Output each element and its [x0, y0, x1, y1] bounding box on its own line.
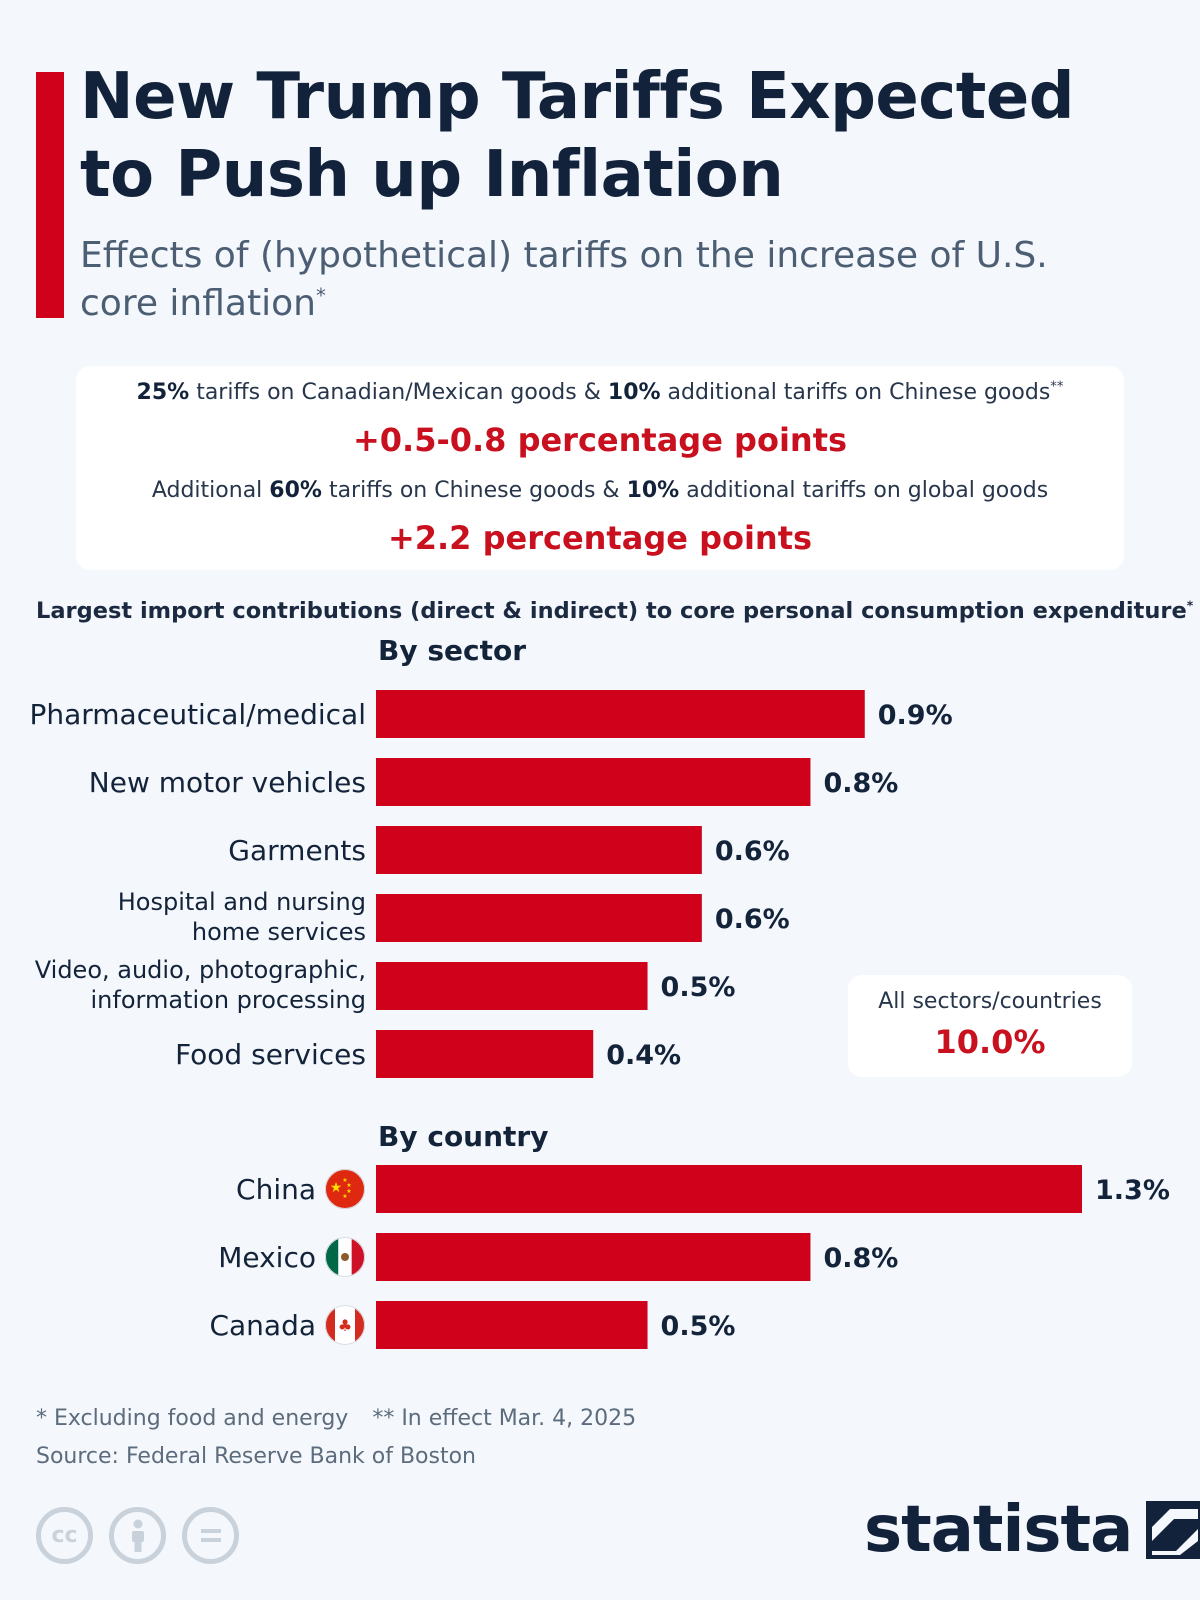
cc-icon[interactable]: cc [36, 1507, 93, 1564]
subtitle-footnote-mark: * [315, 284, 326, 307]
category-label-line: information processing [91, 986, 366, 1014]
scenario-2-part-1: 60% [269, 478, 322, 503]
scenario-1-part-3: additional tariffs on Chinese goods [660, 380, 1051, 405]
scenario-2-part-0: Additional [151, 478, 270, 503]
category-label: Canada [209, 1309, 316, 1342]
bar-country-2 [376, 1301, 648, 1349]
scenario-1-part-2: 10% [607, 380, 661, 405]
no-derivatives-icon[interactable] [182, 1507, 239, 1564]
scenario-2-part-4: additional tariffs on global goods [679, 478, 1049, 503]
category-label: Mexico [218, 1241, 316, 1274]
category-label: Garments [228, 834, 366, 867]
mexico-flag-icon [325, 1237, 365, 1277]
page-title: New Trump Tariffs Expected to Push up In… [80, 60, 1075, 212]
category-label-line: Video, audio, photographic, [35, 956, 366, 984]
scenario-2-part-3: 10% [626, 478, 680, 503]
svg-text:★: ★ [330, 1180, 343, 1196]
canada-flag-icon: ♣ [325, 1305, 365, 1345]
bar-sector-5 [376, 1030, 594, 1078]
section-title-text: Largest import contributions (direct & i… [36, 598, 1187, 624]
scenario-2-part-2: tariffs on Chinese goods & [321, 478, 627, 503]
bar-value-label: 0.8% [823, 768, 898, 799]
subtitle-text: Effects of (hypothetical) tariffs on the… [80, 235, 1048, 324]
page-subtitle: Effects of (hypothetical) tariffs on the… [80, 232, 1080, 328]
scenario-1-description: 25% tariffs on Canadian/Mexican goods & … [76, 378, 1124, 408]
category-label-line: Hospital and nursing [118, 888, 366, 916]
attribution-icon[interactable] [109, 1507, 166, 1564]
svg-text:♣: ♣ [338, 1316, 352, 1335]
license-icons: cc [36, 1507, 239, 1564]
source-line: Source: Federal Reserve Bank of Boston [36, 1444, 476, 1469]
section-footnote-mark: * [1186, 598, 1194, 613]
footnote-1: * Excluding food and energy [36, 1406, 349, 1431]
scenario-1-part-1: tariffs on Canadian/Mexican goods & [189, 380, 608, 405]
bar-value-label: 0.9% [878, 700, 953, 731]
footnote-row: * Excluding food and energy ** In effect … [36, 1400, 636, 1438]
sector-group-title: By sector [378, 634, 527, 667]
bar-country-1 [376, 1233, 811, 1281]
scenario-2-description: Additional 60% tariffs on Chinese goods … [76, 476, 1124, 506]
bar-sector-4 [376, 962, 648, 1010]
bar-value-label: 0.8% [823, 1243, 898, 1274]
bar-sector-2 [376, 826, 702, 874]
bar-value-label: 0.6% [715, 836, 790, 867]
category-label: Pharmaceutical/medical [29, 698, 366, 731]
svg-text:★: ★ [342, 1193, 347, 1200]
footnotes: * Excluding food and energy ** In effect … [36, 1400, 636, 1476]
country-group-title: By country [378, 1120, 549, 1153]
category-label: Food services [175, 1038, 366, 1071]
category-label: New motor vehicles [89, 766, 366, 799]
footnote-2: ** In effect Mar. 4, 2025 [372, 1406, 637, 1431]
bar-value-label: 0.5% [661, 1311, 736, 1342]
equals-glyph [200, 1528, 221, 1542]
total-box: All sectors/countries 10.0% [848, 975, 1132, 1077]
bar-value-label: 1.3% [1095, 1175, 1170, 1206]
scenario-1-footnote-mark: ** [1050, 379, 1064, 395]
bar-value-label: 0.4% [606, 1040, 681, 1071]
total-value: 10.0% [934, 1023, 1046, 1061]
bar-country-0 [376, 1165, 1082, 1213]
svg-text:★: ★ [346, 1182, 351, 1189]
bar-value-label: 0.6% [715, 904, 790, 935]
logo-mark-icon [1146, 1501, 1200, 1559]
scenario-1-part-0: 25% [136, 380, 190, 405]
svg-text:★: ★ [342, 1177, 347, 1184]
bar-sector-0 [376, 690, 865, 738]
total-label: All sectors/countries [878, 989, 1102, 1014]
title-accent-bar [36, 72, 64, 318]
section-title: Largest import contributions (direct & i… [36, 596, 1193, 626]
statista-logo[interactable]: statista [864, 1494, 1200, 1566]
category-label-line: home services [192, 918, 366, 946]
person-glyph [131, 1519, 144, 1552]
scenario-box: 25% tariffs on Canadian/Mexican goods & … [76, 366, 1124, 570]
bar-value-label: 0.5% [661, 972, 736, 1003]
bar-sector-1 [376, 758, 811, 806]
china-flag-icon: ★ ★★★★ [325, 1169, 365, 1209]
scenario-2-value: +2.2 percentage points [387, 519, 813, 557]
scenario-1-value: +0.5-0.8 percentage points [352, 421, 848, 459]
svg-text:★: ★ [346, 1188, 351, 1195]
bar-sector-3 [376, 894, 702, 942]
category-label: China [236, 1173, 316, 1206]
logo-wordmark: statista [864, 1493, 1133, 1567]
